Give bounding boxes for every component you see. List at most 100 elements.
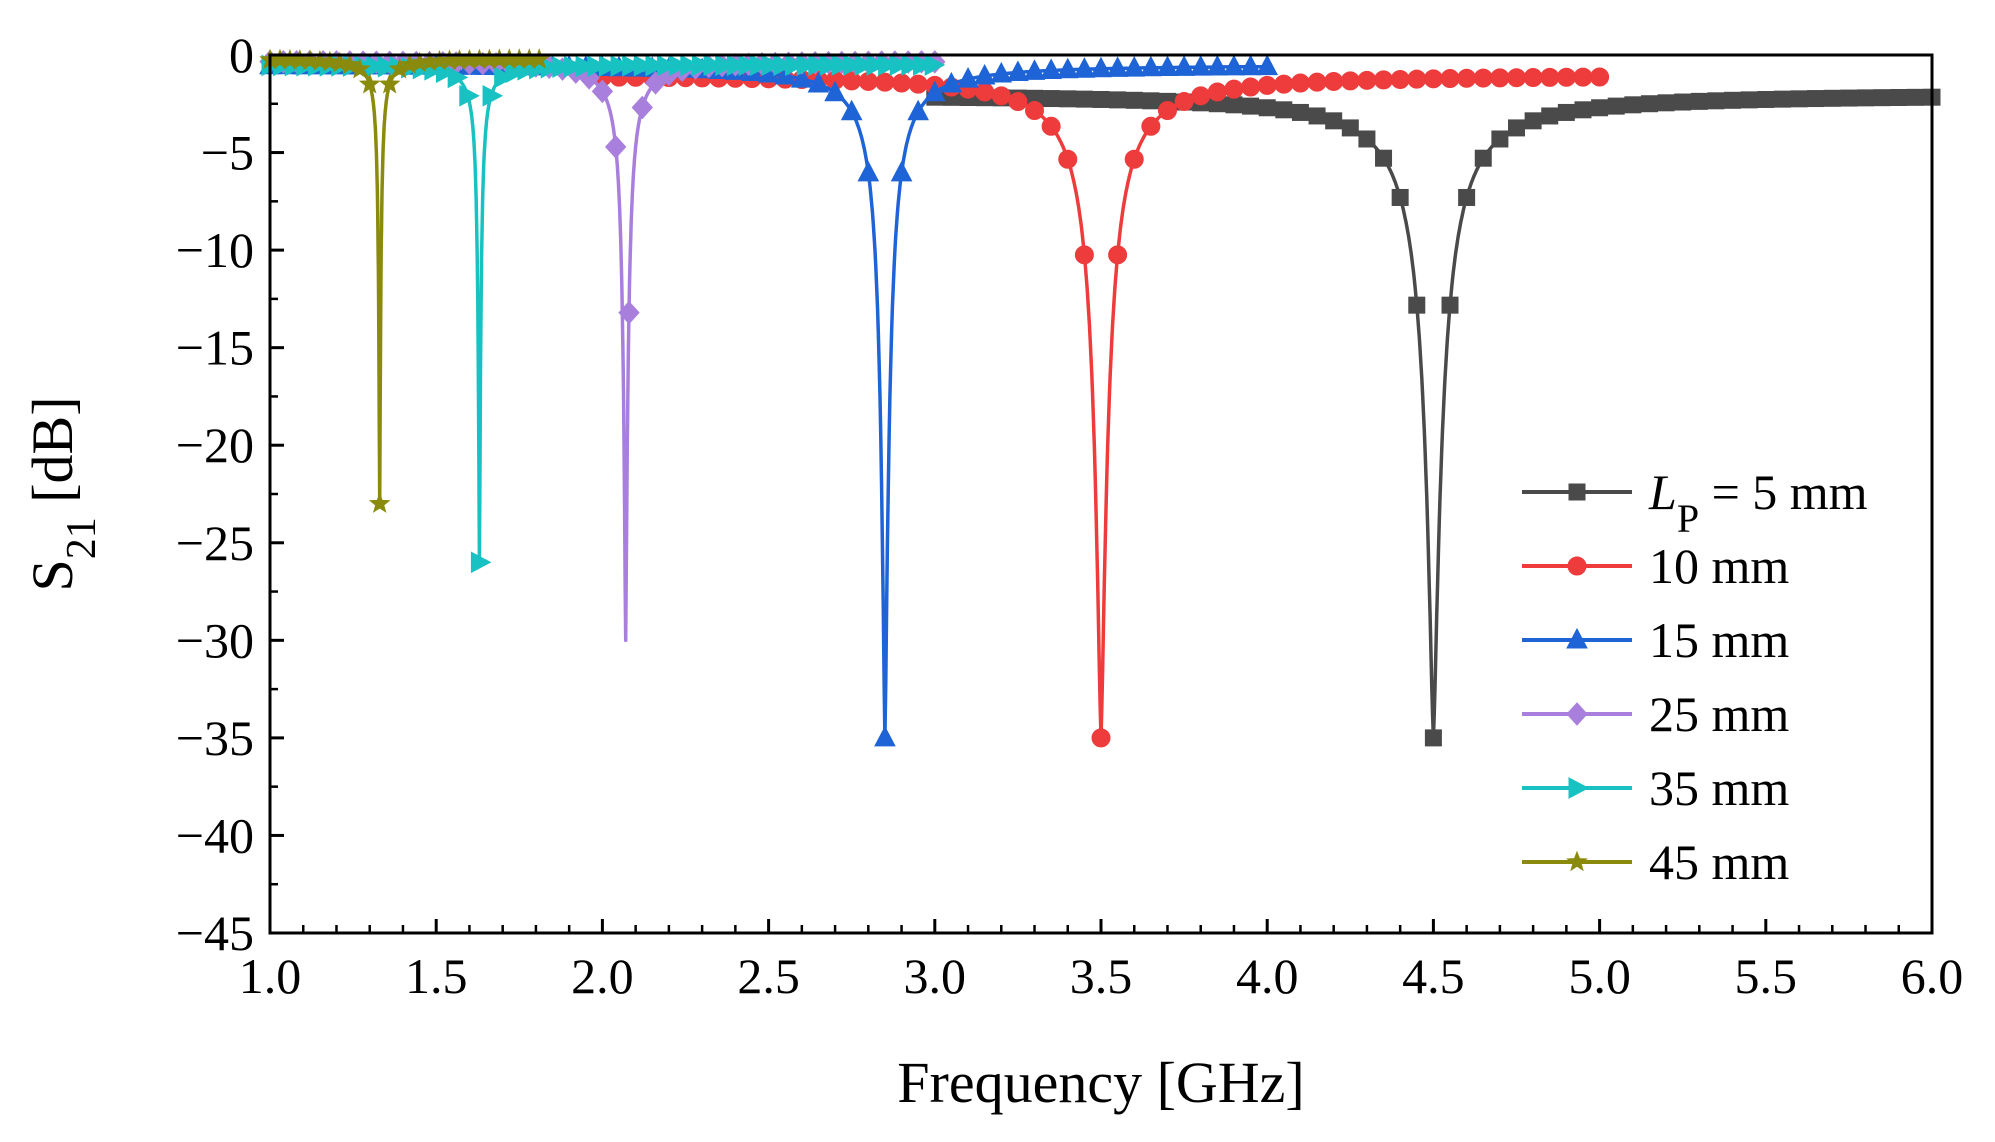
series-layer [259, 48, 1941, 748]
data-point-25mm [591, 79, 614, 104]
legend-item-5mm: LP = 5 mm [1522, 464, 1868, 541]
legend-marker [1567, 556, 1587, 576]
data-point-5mm [1740, 91, 1758, 109]
data-point-35mm [691, 54, 713, 77]
data-point-45mm [358, 72, 381, 94]
data-point-15mm [973, 63, 996, 85]
data-point-25mm [605, 135, 627, 159]
data-point-5mm [1109, 91, 1127, 109]
legend-item-25mm: 25 mm [1522, 686, 1789, 742]
data-point-35mm [587, 55, 608, 78]
data-point-5mm [1640, 95, 1658, 113]
data-point-10mm [1274, 74, 1294, 94]
data-point-15mm [874, 725, 896, 747]
data-point-10mm [1457, 68, 1477, 88]
data-point-15mm [907, 99, 930, 121]
x-tick-label: 5.0 [1568, 948, 1631, 1004]
data-point-5mm [1092, 90, 1110, 108]
data-point-15mm [923, 80, 946, 102]
data-point-35mm [819, 54, 841, 76]
data-point-5mm [1574, 101, 1592, 119]
y-tick-label: −30 [176, 612, 254, 668]
data-point-35mm [540, 56, 562, 79]
legend-marker [1566, 702, 1588, 726]
data-point-35mm [459, 84, 480, 107]
data-point-35mm [505, 61, 527, 83]
data-point-5mm [1674, 93, 1692, 111]
y-axis-title-unit: [dB] [20, 396, 85, 517]
data-point-5mm [1906, 88, 1924, 106]
data-point-35mm [494, 66, 515, 89]
data-point-10mm [1008, 92, 1028, 112]
legend-item-45mm: 45 mm [1522, 834, 1789, 890]
data-point-5mm [1508, 119, 1525, 137]
data-point-15mm [1056, 57, 1079, 79]
data-point-15mm [1023, 59, 1046, 80]
x-tick-label: 1.5 [405, 948, 468, 1004]
x-tick-label: 3.0 [904, 948, 967, 1004]
data-point-10mm [892, 73, 912, 93]
legend-equals: = [1699, 464, 1752, 520]
data-point-5mm [1491, 130, 1509, 148]
data-point-5mm [1408, 296, 1426, 314]
plot-frame [268, 53, 1934, 935]
legend-label: 35 mm [1649, 760, 1789, 816]
data-point-5mm [1790, 90, 1808, 108]
legend-marker [1568, 777, 1590, 799]
data-point-10mm [1590, 67, 1610, 87]
data-point-35mm [866, 54, 888, 76]
data-point-10mm [1556, 67, 1576, 87]
data-point-10mm [1191, 86, 1211, 106]
data-point-5mm [1325, 112, 1343, 130]
data-point-15mm [890, 160, 913, 182]
data-point-10mm [1307, 72, 1327, 92]
legend-item-35mm: 35 mm [1522, 760, 1789, 816]
data-point-15mm [1073, 57, 1096, 78]
data-point-5mm [1524, 112, 1542, 130]
data-point-10mm [858, 71, 878, 91]
data-point-10mm [1490, 68, 1510, 88]
data-point-5mm [1557, 103, 1575, 121]
x-tick-label: 2.0 [571, 948, 634, 1004]
data-point-10mm [875, 72, 895, 92]
data-point-5mm [1125, 91, 1143, 109]
data-point-45mm [308, 49, 331, 71]
data-point-5mm [1275, 101, 1293, 119]
data-point-5mm [1873, 89, 1891, 107]
data-point-10mm [1108, 245, 1128, 265]
legend-label: 45 mm [1649, 834, 1789, 890]
data-point-10mm [1124, 149, 1144, 169]
data-point-35mm [796, 54, 818, 76]
data-point-35mm [598, 55, 620, 77]
y-tick-label: −15 [176, 320, 254, 376]
data-point-5mm [1308, 107, 1326, 125]
data-point-35mm [447, 66, 469, 89]
data-point-5mm [1591, 99, 1609, 117]
data-point-5mm [1242, 97, 1260, 115]
data-point-5mm [1757, 90, 1775, 108]
y-tick-label: 0 [229, 27, 254, 83]
data-point-15mm [1140, 55, 1162, 77]
x-tick-label: 2.5 [737, 948, 800, 1004]
y-tick-label: −10 [176, 222, 254, 278]
data-point-35mm [680, 54, 701, 77]
data-point-10mm [1440, 69, 1460, 89]
y-tick-label: −20 [176, 417, 254, 473]
data-point-10mm [1257, 75, 1277, 95]
data-point-5mm [1773, 90, 1791, 108]
data-point-10mm [1091, 728, 1111, 748]
x-tick-label: 5.5 [1735, 948, 1798, 1004]
data-point-10mm [1041, 116, 1061, 136]
data-point-15mm [1156, 55, 1179, 77]
data-point-10mm [991, 86, 1011, 106]
data-point-10mm [1241, 77, 1261, 97]
data-point-10mm [1407, 69, 1427, 89]
x-tick-label: 4.5 [1402, 948, 1465, 1004]
data-point-10mm [1340, 71, 1360, 91]
data-point-15mm [1239, 54, 1262, 76]
data-point-10mm [1058, 149, 1078, 169]
data-point-25mm [644, 71, 667, 95]
data-point-35mm [761, 54, 783, 77]
